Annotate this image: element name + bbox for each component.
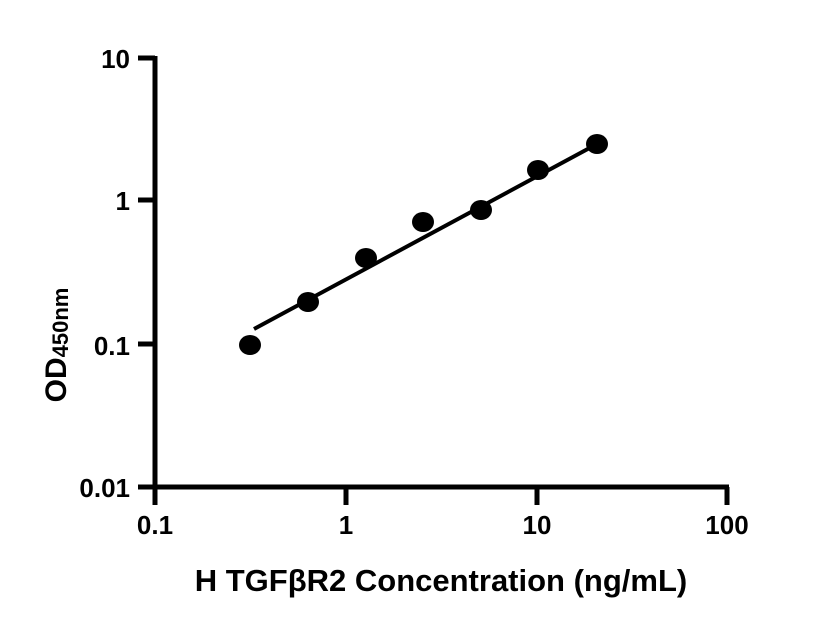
x-axis-title: H TGFβR2 Concentration (ng/mL) xyxy=(195,563,688,598)
data-point xyxy=(239,335,261,355)
x-tick-label-100: 100 xyxy=(705,510,748,540)
y-tick-label-10: 10 xyxy=(101,44,130,74)
data-point xyxy=(297,292,319,312)
x-tick-label-10: 10 xyxy=(523,510,552,540)
data-point xyxy=(470,200,492,220)
data-series-standard-curve xyxy=(239,134,608,355)
y-tick-label-1: 1 xyxy=(116,186,130,216)
y-axis-ticks xyxy=(138,55,155,490)
axis-lines xyxy=(152,56,729,490)
x-tick-label-0.1: 0.1 xyxy=(137,510,173,540)
svg-text:OD450nm: OD450nm xyxy=(40,288,73,403)
x-axis-ticks xyxy=(152,487,730,505)
y-axis-title-sub: 450nm xyxy=(48,288,73,358)
x-tick-label-1: 1 xyxy=(339,510,353,540)
data-point xyxy=(412,212,434,232)
data-point xyxy=(355,248,377,268)
data-point xyxy=(586,134,608,154)
y-tick-label-0.01: 0.01 xyxy=(79,473,130,503)
data-point xyxy=(527,160,549,180)
y-axis-title-main: OD xyxy=(40,357,73,402)
y-axis-title: OD450nm xyxy=(40,288,73,403)
y-tick-label-0.1: 0.1 xyxy=(94,331,130,361)
